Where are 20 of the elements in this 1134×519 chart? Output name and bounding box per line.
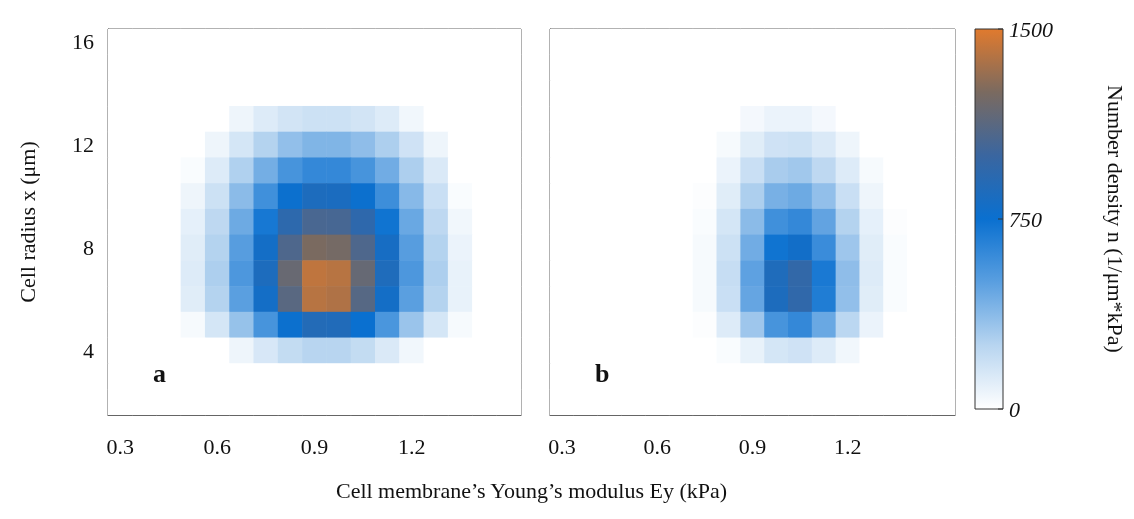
x-tick-label: 1.2	[397, 433, 426, 459]
y-tick-label: 12	[72, 132, 94, 158]
annotation: a	[153, 358, 166, 388]
x-tick-label: 1.2	[834, 433, 862, 459]
x-tick-label: 0.3	[548, 433, 576, 459]
color-bar-label: 0	[1009, 396, 1020, 422]
y-tick-label: 16	[72, 29, 94, 55]
x-tick-label: 0.6	[203, 433, 232, 459]
x-tick-label: 0.3	[106, 433, 134, 459]
x-tick-label: 0.9	[300, 433, 329, 459]
annotation: b	[595, 358, 610, 388]
y-tick-label: 8	[83, 235, 94, 261]
x-axis-title: Cell membrane’s Young’s modulus Ey (kPa)	[335, 477, 728, 503]
color-bar-label: 750	[1009, 206, 1042, 232]
y-tick-label: 4	[83, 338, 94, 364]
y-axis-title: Cell radius x (μm)	[14, 141, 40, 303]
x-tick-label: 0.9	[738, 433, 767, 459]
color-bar-label: 1500	[1009, 16, 1053, 42]
color-bar-title: Number density n (1/μm*kPa)	[1102, 85, 1128, 353]
x-tick-label: 0.6	[643, 433, 671, 459]
